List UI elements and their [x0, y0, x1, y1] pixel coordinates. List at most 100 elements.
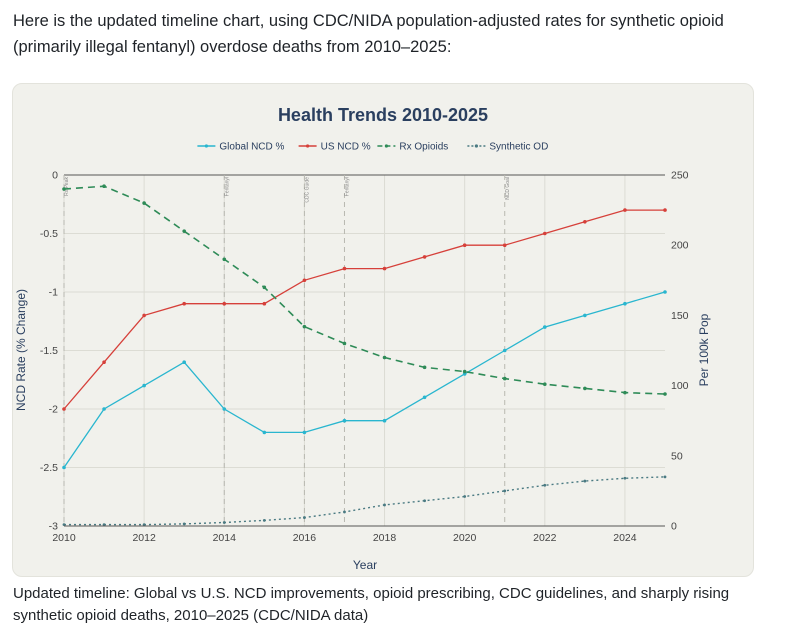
data-point [623, 301, 627, 306]
data-point [222, 521, 226, 524]
data-point [502, 376, 507, 381]
data-point [382, 355, 387, 360]
data-point [102, 184, 106, 189]
legend-marker [474, 144, 478, 148]
data-point [102, 523, 106, 526]
data-point [342, 266, 347, 271]
data-point [302, 324, 307, 329]
data-point [583, 479, 587, 483]
data-point [222, 301, 227, 306]
x-tick-label: 2014 [213, 532, 237, 544]
series-global-ncd [62, 290, 667, 470]
series-rx-opioids [62, 184, 667, 396]
data-point [502, 243, 507, 247]
x-tick-label: 2022 [533, 532, 557, 544]
data-point [422, 365, 427, 370]
y2-tick-label: 150 [671, 310, 689, 322]
data-point [623, 390, 627, 395]
y-tick-label: -1.5 [40, 345, 58, 357]
y-axis-label: NCD Rate (% Change) [14, 289, 28, 411]
data-point [182, 360, 186, 365]
x-tick-label: 2018 [373, 532, 397, 544]
data-point [62, 523, 66, 526]
data-point [502, 348, 507, 353]
event-label: Fentanyl [224, 177, 230, 196]
legend-label: Global NCD % [219, 142, 284, 153]
data-point [102, 360, 106, 365]
event-label: Rx Peak [64, 177, 70, 196]
legend-item: US NCD % [298, 142, 371, 153]
data-point [663, 475, 667, 479]
x-axis-label: Year [353, 558, 377, 572]
x-tick-label: 2020 [453, 532, 477, 544]
x-tick-label: 2016 [293, 532, 317, 544]
data-point [102, 407, 106, 411]
y-tick-label: 0 [52, 170, 58, 182]
chart-legend: Global NCD % US NCD % Rx Opioids Synthetic … [197, 142, 548, 153]
legend-item: Synthetic OD [467, 142, 548, 153]
y2-axis-label: Per 100k Pop [697, 313, 711, 386]
x-tick-label: 2024 [613, 532, 637, 544]
data-point [302, 278, 307, 283]
data-point [663, 290, 667, 294]
event-label: Fentanyl [345, 177, 351, 196]
axes-layer: 0 -0.5 -1 -1.5 -2 -2.5 -3 250 200 150 100 50 0 2010 20… [40, 170, 689, 545]
data-point [383, 503, 386, 507]
data-point [342, 341, 347, 346]
legend-label: Rx Opioids [399, 142, 448, 153]
data-point [382, 266, 387, 271]
data-point [663, 392, 667, 396]
data-point [543, 382, 547, 386]
y-tick-label: -2 [49, 404, 58, 416]
y2-tick-label: 0 [671, 521, 677, 533]
caption-text: Updated timeline: Global vs U.S. NCD imp… [13, 585, 730, 624]
y2-tick-label: 50 [671, 450, 683, 462]
series-line [63, 185, 666, 395]
data-point [462, 369, 467, 374]
data-point [262, 285, 267, 290]
y-tick-label: -1 [49, 287, 58, 299]
legend-label: Synthetic OD [489, 142, 548, 153]
data-point [663, 208, 667, 212]
data-point [62, 187, 66, 191]
y2-tick-label: 200 [671, 240, 689, 252]
data-point [382, 418, 387, 423]
chart-title: Health Trends 2010-2025 [278, 105, 488, 125]
legend-label: US NCD % [321, 142, 371, 153]
data-point [62, 465, 66, 470]
legend-item: Global NCD % [197, 142, 285, 153]
data-point [343, 510, 346, 514]
y2-tick-label: 250 [671, 170, 689, 182]
data-point [583, 220, 587, 224]
legend-item: Rx Opioids [377, 142, 448, 153]
data-point [262, 518, 266, 522]
health-trends-chart: Health Trends 2010-2025 Global NCD % US N… [14, 105, 711, 572]
series-layer [62, 184, 667, 526]
series-synthetic-od [62, 475, 667, 526]
y-tick-label: -3 [49, 521, 58, 533]
event-label: CDC Guide [305, 177, 311, 203]
data-point [543, 231, 547, 236]
data-point [142, 201, 146, 205]
data-point [262, 301, 267, 306]
data-point [62, 407, 66, 411]
y-tick-label: -2.5 [40, 462, 58, 474]
y-tick-label: -0.5 [40, 228, 58, 240]
data-point [262, 430, 267, 435]
data-point [142, 383, 146, 388]
data-point [142, 313, 146, 318]
data-point [423, 499, 426, 503]
data-point [182, 229, 186, 233]
series-line [63, 209, 665, 410]
data-point [463, 495, 467, 498]
data-point [623, 208, 627, 212]
data-point [543, 325, 547, 329]
data-point [623, 476, 627, 480]
data-point [222, 257, 227, 262]
legend-marker [204, 144, 208, 148]
data-point [222, 407, 227, 411]
legend-marker [306, 144, 310, 148]
data-point [543, 483, 547, 487]
series-us-ncd [62, 208, 667, 411]
x-tick-label: 2012 [132, 532, 156, 544]
